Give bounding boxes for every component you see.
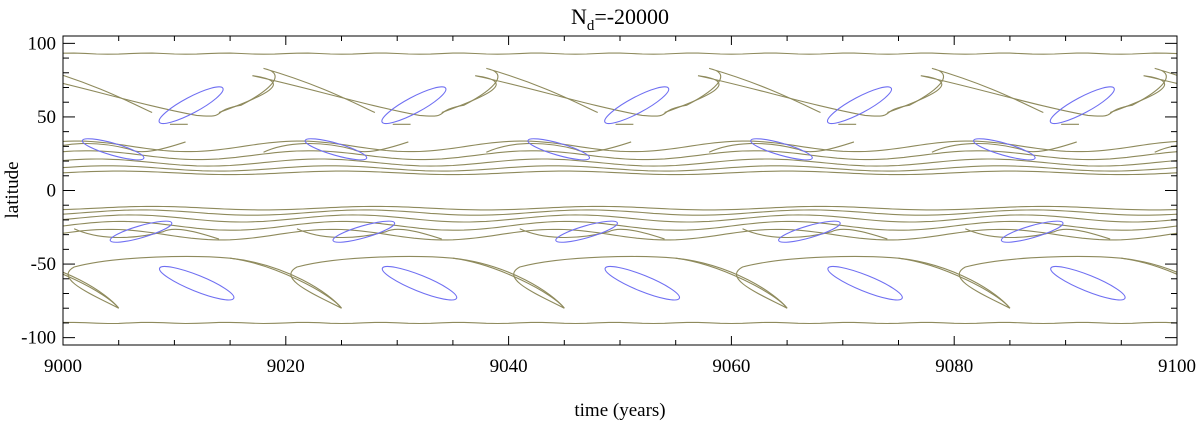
- x-tick-label: 9100: [1158, 356, 1196, 377]
- y-tick-label: -50: [31, 254, 56, 275]
- contour-layer: [0, 53, 1200, 323]
- south-band-hook: [297, 229, 442, 239]
- plot-area: 9000 9020 9040 9060 9080 9100 100 50 0 -50 -100: [0, 33, 1200, 377]
- chart-title-main: N: [571, 4, 587, 29]
- chart-title: Nd=-20000: [571, 4, 669, 34]
- north-high-ellipse: [824, 81, 895, 129]
- south-high-ellipse: [0, 261, 14, 306]
- chart-title-value: =-20000: [594, 4, 669, 29]
- south-high-ellipse: [157, 261, 237, 306]
- south-wing-contour: [1121, 257, 1200, 309]
- polar-contour-line: [41, 53, 1200, 54]
- south-high-ellipse: [379, 261, 459, 306]
- north-high-ellipse: [0, 81, 4, 129]
- south-wing-contour: [230, 257, 564, 309]
- north-wing-contour: [219, 68, 598, 116]
- south-band-hook: [520, 229, 665, 239]
- north-wing-contour: [887, 68, 1200, 116]
- south-wing-contour: [676, 257, 1010, 309]
- x-tick-label: 9080: [935, 356, 973, 377]
- x-tick-label: 9020: [267, 356, 305, 377]
- x-tick-label: 9000: [44, 356, 82, 377]
- south-band-contour: [41, 206, 1200, 210]
- y-tick-label: 0: [47, 181, 57, 202]
- y-tick-label: -100: [21, 328, 56, 349]
- polar-contour-line: [41, 322, 1200, 323]
- north-high-ellipse: [156, 81, 227, 129]
- x-tick-label: 9040: [490, 356, 528, 377]
- south-high-ellipse: [825, 261, 905, 306]
- south-wing-contour: [453, 257, 787, 309]
- south-wing-contour: [0, 257, 119, 309]
- y-tick-label: 100: [28, 33, 57, 54]
- plot-frame: [63, 36, 1177, 345]
- north-band-contour: [41, 151, 1200, 160]
- north-wing-contour: [0, 68, 152, 116]
- north-wing-contour: [442, 68, 821, 116]
- x-axis-label: time (years): [574, 400, 665, 421]
- north-high-ellipse: [1047, 81, 1118, 129]
- south-band-contour: [41, 215, 1200, 222]
- north-wing-contour: [1110, 68, 1200, 116]
- north-low-ellipse: [1195, 135, 1200, 164]
- south-wing-contour: [7, 257, 341, 309]
- south-high-ellipse: [1048, 261, 1128, 306]
- north-band-contour: [41, 171, 1200, 175]
- south-high-ellipse: [602, 261, 682, 306]
- north-band-contour: [41, 166, 1200, 171]
- x-tick-label: 9060: [712, 356, 750, 377]
- y-tick-label: 50: [37, 107, 56, 128]
- south-band-contour: [41, 210, 1200, 215]
- south-band-contour: [41, 229, 1200, 240]
- north-wing-contour: [665, 68, 1044, 116]
- north-high-ellipse: [378, 81, 449, 129]
- north-high-ellipse: [601, 81, 672, 129]
- south-band-hook: [965, 229, 1110, 239]
- south-band-hook: [1188, 229, 1200, 239]
- y-axis-label: latitude: [2, 162, 23, 219]
- south-band-hook: [743, 229, 888, 239]
- south-band-hook: [74, 229, 219, 239]
